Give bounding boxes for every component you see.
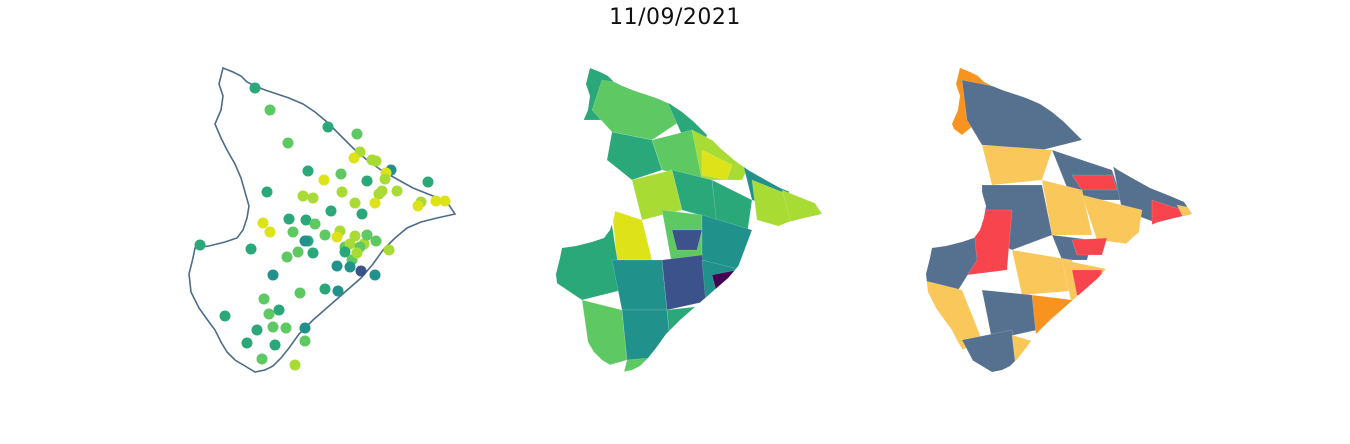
station-marker <box>383 244 395 256</box>
station-marker <box>257 217 269 229</box>
station-marker <box>351 128 363 140</box>
municipality-cells <box>556 68 822 372</box>
category-cell <box>1021 351 1063 372</box>
station-marker <box>331 231 343 243</box>
category-cell <box>961 79 1083 151</box>
station-marker <box>370 155 382 167</box>
station-marker <box>369 269 381 281</box>
station-marker <box>318 174 330 186</box>
station-marker <box>332 285 344 297</box>
municipality-cell <box>711 269 738 322</box>
station-marker <box>412 200 424 212</box>
municipality-cell <box>611 259 668 311</box>
station-marker <box>299 335 311 347</box>
station-markers <box>194 82 451 371</box>
station-marker <box>344 238 356 250</box>
station-marker <box>263 308 275 320</box>
station-marker <box>294 287 306 299</box>
station-marker <box>280 322 292 334</box>
station-marker <box>430 195 442 207</box>
station-marker <box>261 186 273 198</box>
station-marker <box>267 321 279 333</box>
station-marker <box>282 137 294 149</box>
station-marker <box>319 229 331 241</box>
station-marker <box>355 265 367 277</box>
station-marker <box>322 121 334 133</box>
choropleth-map <box>556 68 822 372</box>
municipality-cell <box>701 259 743 321</box>
category-cell <box>1071 237 1108 256</box>
category-cell <box>981 144 1053 186</box>
station-marker <box>339 246 351 258</box>
category-cell <box>1011 334 1063 372</box>
municipality-cell <box>606 131 663 181</box>
station-marker <box>325 205 337 217</box>
station-marker <box>300 214 312 226</box>
station-marker <box>391 185 403 197</box>
station-marker <box>331 260 343 272</box>
station-marker <box>336 186 348 198</box>
station-marker <box>361 229 373 241</box>
station-marker <box>349 197 361 209</box>
station-marker <box>297 190 309 202</box>
station-marker <box>269 339 281 351</box>
station-marker <box>361 175 373 187</box>
station-marker <box>309 218 321 230</box>
point-map-panel <box>185 60 465 380</box>
station-marker <box>249 82 261 94</box>
station-marker <box>258 293 270 305</box>
station-marker <box>287 226 299 238</box>
station-marker <box>289 359 301 371</box>
station-marker <box>351 247 363 259</box>
station-marker <box>292 246 304 258</box>
station-marker <box>273 304 285 316</box>
state-outline <box>188 66 457 373</box>
municipality-cell <box>591 79 683 141</box>
point-map <box>188 66 457 373</box>
category-cells <box>926 68 1192 372</box>
station-marker <box>349 230 361 242</box>
station-marker <box>307 247 319 259</box>
station-marker <box>369 197 381 209</box>
station-marker <box>373 188 385 200</box>
category-cell <box>1071 299 1103 346</box>
station-marker <box>439 195 451 207</box>
station-marker <box>264 226 276 238</box>
municipality-cell <box>621 309 673 361</box>
station-marker <box>319 283 331 295</box>
categorical-map <box>926 68 1192 372</box>
municipality-cell <box>581 299 628 371</box>
station-marker <box>267 269 279 281</box>
station-marker <box>264 104 276 116</box>
municipality-cell <box>556 224 623 301</box>
station-marker <box>241 337 253 349</box>
station-marker <box>356 208 368 220</box>
station-marker <box>307 192 319 204</box>
station-marker <box>302 165 314 177</box>
station-marker <box>299 235 311 247</box>
station-marker <box>379 173 391 185</box>
municipality-cell <box>666 304 713 366</box>
category-cell <box>1041 179 1093 236</box>
station-marker <box>299 322 311 334</box>
station-marker <box>256 353 268 365</box>
station-marker <box>335 168 347 180</box>
station-marker <box>251 324 263 336</box>
station-marker <box>348 152 360 164</box>
station-marker <box>219 310 231 322</box>
station-marker <box>245 243 257 255</box>
category-cell <box>1071 174 1118 191</box>
category-cell <box>1031 294 1073 351</box>
choropleth-map-panel <box>552 60 832 380</box>
station-marker <box>370 235 382 247</box>
station-marker <box>194 239 206 251</box>
categorical-map-panel <box>922 60 1202 380</box>
municipality-cell <box>671 229 703 251</box>
station-marker <box>422 176 434 188</box>
municipality-cell <box>701 149 733 181</box>
station-marker <box>344 261 356 273</box>
figure-title: 11/09/2021 <box>609 5 741 30</box>
station-marker <box>283 213 295 225</box>
station-marker <box>281 251 293 263</box>
